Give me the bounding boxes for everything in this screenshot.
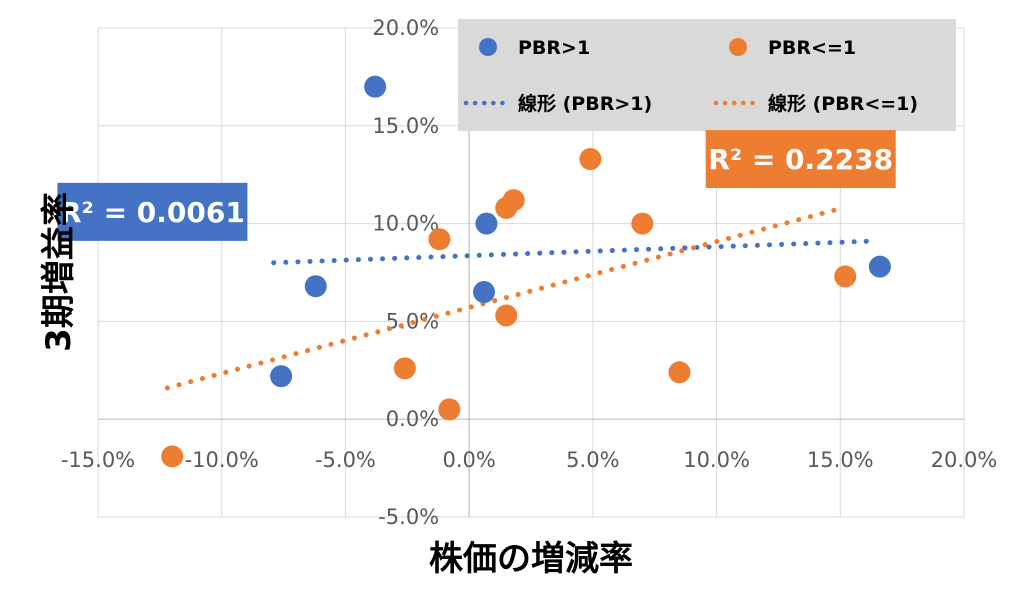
data-point xyxy=(393,357,416,380)
y-tick-label: 20.0% xyxy=(372,16,439,40)
r2-label: R² = 0.0061 xyxy=(60,196,245,229)
data-point xyxy=(834,265,857,288)
legend-label: PBR>1 xyxy=(518,37,590,59)
y-tick-label: 15.0% xyxy=(372,114,439,138)
data-points xyxy=(161,75,891,468)
tick-labels: -15.0% -10.0% -5.0% 0.0% 5.0% 10.0% 15.0% 20.0%… xyxy=(61,16,998,529)
trendlines xyxy=(164,205,873,391)
r-squared-labels: R² = 0.0061 R² = 0.2238 xyxy=(57,130,896,241)
data-point xyxy=(868,255,891,278)
data-point xyxy=(161,445,184,468)
r2-label-box xyxy=(57,182,248,241)
data-point xyxy=(495,196,518,219)
y-tick-label: -5.0% xyxy=(378,505,439,529)
data-point xyxy=(428,228,451,251)
trendline xyxy=(271,238,873,266)
r2-label-box xyxy=(705,130,896,189)
legend-box xyxy=(458,19,956,131)
data-point xyxy=(579,148,602,171)
r2-label: R² = 0.2238 xyxy=(708,143,893,176)
data-point xyxy=(668,361,691,384)
data-point xyxy=(472,281,495,304)
data-point xyxy=(438,398,461,421)
legend-label: 線形 (PBR>1) xyxy=(518,92,652,115)
y-axis-title: 3期増益率 xyxy=(39,192,79,352)
x-tick-label: 5.0% xyxy=(566,448,619,472)
data-point xyxy=(304,275,327,298)
x-tick-label: 20.0% xyxy=(931,448,998,472)
x-tick-label: -10.0% xyxy=(185,448,259,472)
y-tick-label: 0.0% xyxy=(386,407,439,431)
legend-label: PBR<=1 xyxy=(768,37,856,59)
trendline xyxy=(164,205,846,391)
legend: PBR>1 PBR<=1 線形 (PBR>1) 線形 (PBR<=1) xyxy=(458,19,956,131)
y-tick-label: 10.0% xyxy=(372,212,439,236)
data-point xyxy=(364,75,387,98)
data-point xyxy=(495,304,518,327)
x-tick-label: 0.0% xyxy=(442,448,495,472)
legend-label: 線形 (PBR<=1) xyxy=(768,92,918,115)
legend-marker xyxy=(479,38,497,56)
legend-marker xyxy=(729,38,747,56)
data-point xyxy=(631,212,654,235)
data-point xyxy=(270,365,293,388)
x-tick-label: 15.0% xyxy=(807,448,874,472)
x-tick-label: -5.0% xyxy=(315,448,376,472)
x-tick-label: 10.0% xyxy=(683,448,750,472)
x-tick-label: -15.0% xyxy=(61,448,135,472)
data-point xyxy=(475,212,498,235)
x-axis-title: 株価の増減率 xyxy=(429,539,633,579)
